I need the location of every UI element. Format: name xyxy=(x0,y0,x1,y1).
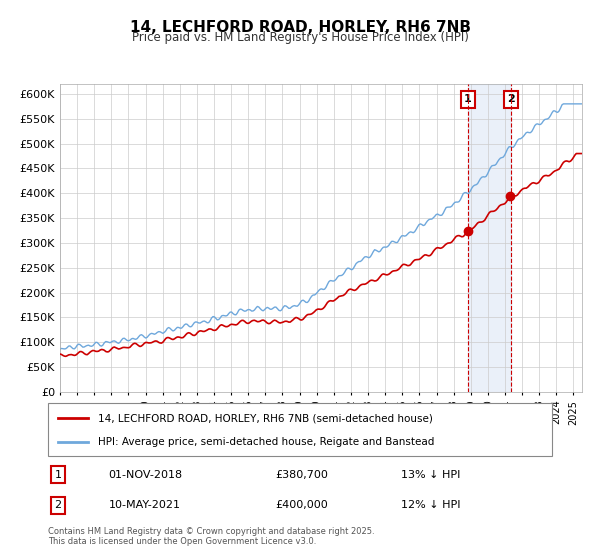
Text: 1: 1 xyxy=(55,470,62,479)
Text: 01-NOV-2018: 01-NOV-2018 xyxy=(109,470,182,479)
Text: £400,000: £400,000 xyxy=(275,501,328,510)
Text: HPI: Average price, semi-detached house, Reigate and Banstead: HPI: Average price, semi-detached house,… xyxy=(98,436,435,446)
Text: Contains HM Land Registry data © Crown copyright and database right 2025.
This d: Contains HM Land Registry data © Crown c… xyxy=(48,526,374,546)
Text: 2: 2 xyxy=(55,501,62,510)
Text: £380,700: £380,700 xyxy=(275,470,328,479)
Text: 14, LECHFORD ROAD, HORLEY, RH6 7NB (semi-detached house): 14, LECHFORD ROAD, HORLEY, RH6 7NB (semi… xyxy=(98,413,433,423)
Text: 10-MAY-2021: 10-MAY-2021 xyxy=(109,501,181,510)
Text: Price paid vs. HM Land Registry's House Price Index (HPI): Price paid vs. HM Land Registry's House … xyxy=(131,31,469,44)
Text: 14, LECHFORD ROAD, HORLEY, RH6 7NB: 14, LECHFORD ROAD, HORLEY, RH6 7NB xyxy=(130,20,470,35)
Text: 1: 1 xyxy=(464,95,472,104)
Text: 13% ↓ HPI: 13% ↓ HPI xyxy=(401,470,460,479)
Bar xyxy=(468,84,511,392)
FancyBboxPatch shape xyxy=(48,403,552,456)
Text: 2: 2 xyxy=(507,95,515,104)
Text: 12% ↓ HPI: 12% ↓ HPI xyxy=(401,501,460,510)
